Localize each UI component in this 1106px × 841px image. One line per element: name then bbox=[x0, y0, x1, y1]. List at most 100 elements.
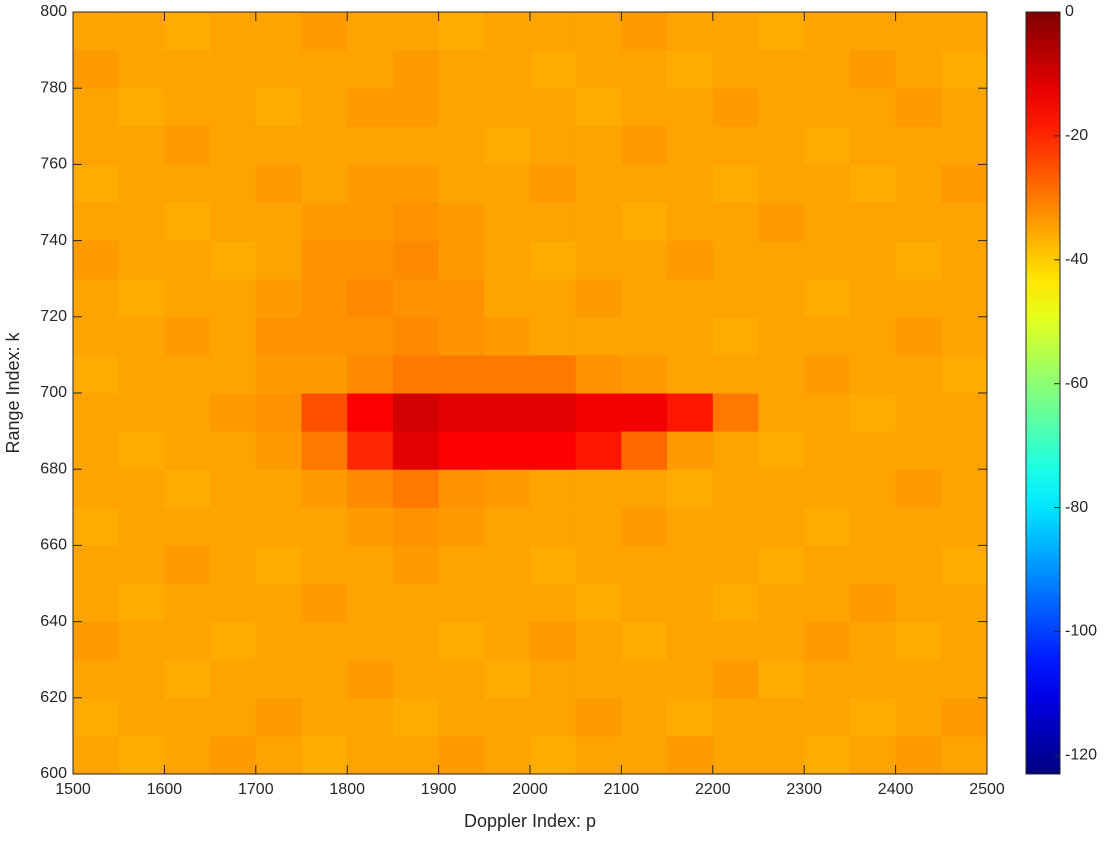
heat-cell bbox=[895, 545, 942, 584]
heat-cell bbox=[667, 621, 714, 661]
colorbar-tick-label: 0 bbox=[1065, 3, 1074, 20]
heat-cell bbox=[575, 240, 622, 280]
heat-cell bbox=[392, 507, 440, 546]
heat-cell bbox=[804, 621, 851, 661]
heat-cell bbox=[301, 431, 348, 470]
heat-cell bbox=[712, 583, 759, 623]
heat-cell bbox=[804, 507, 851, 546]
heat-cell bbox=[849, 202, 897, 242]
heat-cell bbox=[575, 50, 622, 89]
heat-cell bbox=[941, 507, 988, 546]
heat-cell bbox=[73, 393, 120, 432]
y-tick-label: 740 bbox=[40, 232, 67, 249]
heat-cell bbox=[804, 354, 851, 394]
heat-cell bbox=[484, 431, 531, 470]
heat-cell bbox=[484, 126, 531, 165]
heat-cell bbox=[255, 545, 302, 584]
heat-cell bbox=[667, 583, 714, 623]
heat-cell bbox=[301, 545, 348, 584]
heat-cell bbox=[118, 659, 165, 699]
colorbar-tick-label: -60 bbox=[1065, 375, 1088, 392]
heat-cell bbox=[758, 659, 805, 699]
colorbar-tick-label: -120 bbox=[1065, 747, 1097, 764]
heat-cell bbox=[804, 316, 851, 356]
heat-cell bbox=[210, 697, 257, 737]
heat-cell bbox=[530, 393, 577, 432]
heat-cell bbox=[895, 507, 942, 546]
x-tick-label: 2100 bbox=[604, 781, 640, 798]
heat-cell bbox=[667, 240, 714, 280]
heat-cell bbox=[255, 202, 302, 242]
heat-cell bbox=[941, 735, 988, 775]
heat-cell bbox=[804, 202, 851, 242]
heat-cell bbox=[255, 88, 302, 127]
heat-cell bbox=[301, 659, 348, 699]
heat-cell bbox=[712, 431, 759, 470]
heat-cell bbox=[347, 50, 394, 89]
heat-cell bbox=[255, 164, 302, 203]
heat-cell bbox=[667, 278, 714, 318]
heat-cell bbox=[118, 431, 165, 470]
heat-cell bbox=[895, 354, 942, 394]
heat-cell bbox=[301, 393, 348, 432]
heat-cell bbox=[255, 12, 302, 51]
heat-cell bbox=[895, 316, 942, 356]
heat-cell bbox=[210, 735, 257, 775]
heat-cell bbox=[667, 735, 714, 775]
heat-cell bbox=[895, 393, 942, 432]
heat-cell bbox=[484, 393, 531, 432]
heat-cell bbox=[941, 88, 988, 127]
heat-cell bbox=[575, 545, 622, 584]
heat-cell bbox=[895, 621, 942, 661]
heat-cell bbox=[895, 202, 942, 242]
heat-cell bbox=[941, 545, 988, 584]
heat-cell bbox=[210, 88, 257, 127]
colorbar-tick-label: -80 bbox=[1065, 499, 1088, 516]
heat-cell bbox=[895, 735, 942, 775]
x-tick-label: 1700 bbox=[238, 781, 274, 798]
heat-cell bbox=[210, 393, 257, 432]
heat-cell bbox=[392, 735, 440, 775]
y-tick-label: 680 bbox=[40, 460, 67, 477]
heat-cell bbox=[941, 697, 988, 737]
colorbar-tick-label: -100 bbox=[1065, 623, 1097, 640]
y-tick-label: 600 bbox=[40, 765, 67, 782]
heat-cell bbox=[347, 354, 394, 394]
heat-cell bbox=[438, 316, 485, 356]
heat-cell bbox=[895, 12, 942, 51]
heat-cell bbox=[255, 431, 302, 470]
heat-cell bbox=[941, 583, 988, 623]
heat-cell bbox=[164, 50, 211, 89]
heat-cell bbox=[301, 697, 348, 737]
heat-cell bbox=[392, 50, 440, 89]
heat-cell bbox=[438, 240, 485, 280]
heat-cell bbox=[667, 697, 714, 737]
heat-cell bbox=[621, 316, 668, 356]
heat-cell bbox=[438, 583, 485, 623]
heat-cell bbox=[712, 469, 759, 508]
heat-cell bbox=[118, 697, 165, 737]
heat-cell bbox=[758, 354, 805, 394]
heat-cell bbox=[941, 126, 988, 165]
heat-cell bbox=[621, 507, 668, 546]
heat-cell bbox=[667, 469, 714, 508]
heat-cell bbox=[530, 316, 577, 356]
heat-cell bbox=[530, 431, 577, 470]
heat-cell bbox=[712, 50, 759, 89]
heat-cell bbox=[712, 659, 759, 699]
heat-cell bbox=[575, 393, 622, 432]
heat-cell bbox=[712, 126, 759, 165]
heat-cell bbox=[164, 316, 211, 356]
heat-cell bbox=[941, 621, 988, 661]
heat-cell bbox=[849, 431, 897, 470]
heat-cell bbox=[118, 126, 165, 165]
heat-cell bbox=[118, 583, 165, 623]
heat-cell bbox=[849, 621, 897, 661]
heat-cell bbox=[621, 354, 668, 394]
heat-cell bbox=[438, 545, 485, 584]
heat-cell bbox=[667, 354, 714, 394]
heat-cell bbox=[530, 278, 577, 318]
heat-cell bbox=[667, 12, 714, 51]
heat-cell bbox=[164, 126, 211, 165]
heat-cell bbox=[758, 126, 805, 165]
